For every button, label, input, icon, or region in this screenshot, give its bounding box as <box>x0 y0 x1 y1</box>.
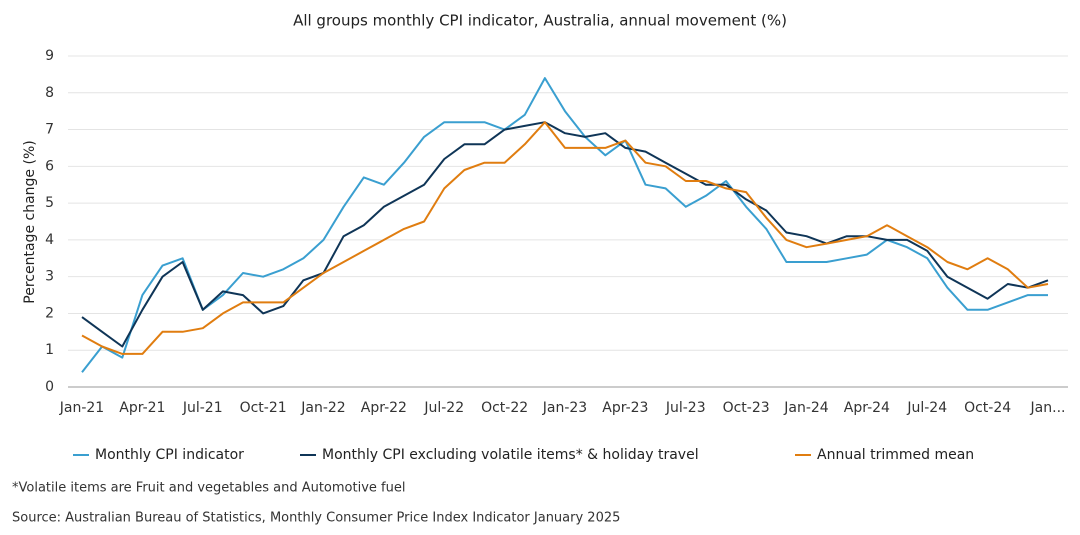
chart-title: All groups monthly CPI indicator, Austra… <box>293 12 787 30</box>
y-tick-label: 1 <box>45 342 54 358</box>
x-tick-label: Jul-24 <box>906 400 947 416</box>
x-tick-label: Oct-24 <box>964 400 1011 416</box>
x-tick-label: Jul-22 <box>423 400 464 416</box>
x-tick-label: Jan-22 <box>300 400 345 416</box>
legend-label: Annual trimmed mean <box>817 447 974 463</box>
legend-label: Monthly CPI indicator <box>95 447 244 463</box>
x-tick-label: Oct-22 <box>481 400 528 416</box>
y-tick-label: 7 <box>45 122 54 138</box>
legend-label: Monthly CPI excluding volatile items* & … <box>322 447 699 463</box>
y-tick-label: 3 <box>45 269 54 285</box>
footnote: *Volatile items are Fruit and vegetables… <box>12 481 405 496</box>
x-tick-label: Jul-23 <box>665 400 706 416</box>
series-line <box>81 121 1049 348</box>
x-tick-label: Jul-21 <box>182 400 223 416</box>
x-tick-label: Apr-24 <box>844 400 890 416</box>
x-tick-label: Jan... <box>1030 400 1066 416</box>
x-tick-label: Oct-21 <box>240 400 287 416</box>
y-tick-label: 4 <box>45 232 54 248</box>
y-tick-label: 9 <box>45 48 54 64</box>
x-tick-label: Oct-23 <box>723 400 770 416</box>
x-tick-label: Apr-23 <box>602 400 648 416</box>
x-tick-label: Jan-24 <box>783 400 829 416</box>
y-tick-label: 0 <box>45 379 54 395</box>
series-line <box>81 77 1048 373</box>
y-tick-label: 2 <box>45 305 54 321</box>
series-line <box>81 121 1049 355</box>
y-axis-label: Percentage change (%) <box>22 140 38 303</box>
y-tick-label: 8 <box>45 85 54 101</box>
source-note: Source: Australian Bureau of Statistics,… <box>12 511 620 526</box>
x-tick-label: Apr-22 <box>361 400 407 416</box>
x-tick-label: Apr-21 <box>119 400 165 416</box>
y-tick-label: 6 <box>45 158 54 174</box>
x-tick-label: Jan-21 <box>59 400 104 416</box>
x-tick-label: Jan-23 <box>542 400 587 416</box>
y-tick-label: 5 <box>45 195 54 211</box>
